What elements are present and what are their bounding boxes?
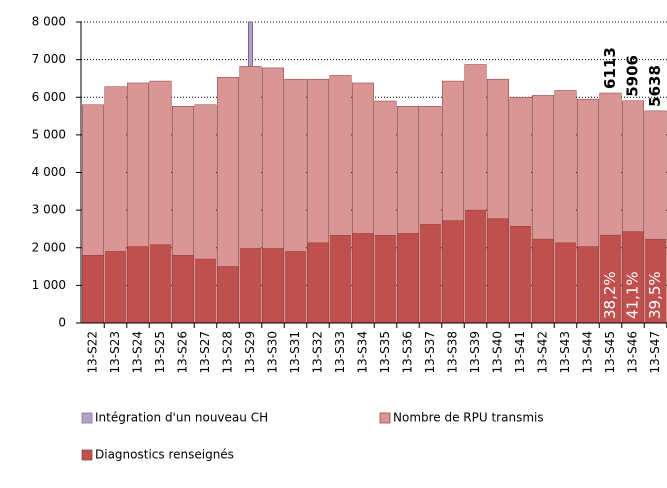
x-tick-label: 13-S22 xyxy=(86,331,100,374)
bar xyxy=(149,244,172,324)
x-tick-label: 13-S23 xyxy=(108,331,122,374)
x-tick-label: 13-S35 xyxy=(378,331,392,374)
bar xyxy=(217,266,239,324)
legend-swatch xyxy=(379,412,391,424)
legend-swatch xyxy=(81,412,93,424)
x-tick-label: 13-S27 xyxy=(198,331,212,374)
x-tick-label: 13-S24 xyxy=(131,331,145,374)
bar xyxy=(104,251,127,324)
x-tick-label: 13-S29 xyxy=(243,331,257,374)
x-tick-label: 13-S43 xyxy=(558,331,572,374)
x-tick-label: 13-S46 xyxy=(626,331,640,374)
y-tick-label: 2 000 xyxy=(32,240,66,254)
y-tick-label: 7 000 xyxy=(32,52,66,66)
x-tick-label: 13-S42 xyxy=(536,331,550,374)
y-tick-label: 0 xyxy=(58,316,66,330)
x-tick-label: 13-S37 xyxy=(423,331,437,374)
y-tick-label: 1 000 xyxy=(32,278,66,292)
y-tick-label: 4 000 xyxy=(32,165,66,179)
bar xyxy=(194,258,217,324)
data-label: 6113 xyxy=(601,47,619,89)
x-tick-label: 13-S39 xyxy=(468,331,482,374)
x-tick-label: 13-S40 xyxy=(491,331,505,374)
x-tick-label: 13-S34 xyxy=(356,331,370,374)
y-tick-label: 3 000 xyxy=(32,203,66,217)
bar xyxy=(464,209,487,324)
bar xyxy=(329,235,352,324)
bar xyxy=(532,238,554,324)
x-tick-label: 13-S41 xyxy=(513,331,527,374)
y-tick-label: 8 000 xyxy=(32,15,66,29)
x-tick-label: 13-S47 xyxy=(648,331,662,374)
data-label: 5638 xyxy=(646,65,664,107)
bar xyxy=(172,255,194,324)
bar xyxy=(374,235,397,324)
bar xyxy=(554,242,577,324)
x-tick-label: 13-S33 xyxy=(333,331,347,374)
x-tick-label: 13-S30 xyxy=(266,331,280,374)
x-tick-label: 13-S25 xyxy=(153,331,167,374)
x-tick-label: 13-S45 xyxy=(603,331,617,374)
x-tick-label: 13-S44 xyxy=(581,331,595,374)
x-tick-label: 13-S36 xyxy=(401,331,415,374)
bar xyxy=(127,246,149,324)
x-tick-label: 13-S28 xyxy=(221,331,235,374)
bar xyxy=(262,248,284,324)
bar xyxy=(419,224,442,324)
annotation: 41,1% xyxy=(624,271,642,319)
legend-label: Nombre de RPU transmis xyxy=(393,411,544,425)
bar xyxy=(509,226,532,324)
annotation: 39,5% xyxy=(646,271,664,319)
legend-swatch xyxy=(81,449,93,461)
bar xyxy=(82,255,104,324)
legend-label: Intégration d'un nouveau CH xyxy=(95,411,268,425)
bar xyxy=(307,242,329,324)
x-tick-label: 13-S38 xyxy=(446,331,460,374)
bar xyxy=(352,233,374,324)
data-label: 5906 xyxy=(624,55,642,97)
bar xyxy=(397,233,419,324)
x-tick-label: 13-S26 xyxy=(176,331,190,374)
bar xyxy=(442,220,464,324)
x-tick-label: 13-S32 xyxy=(311,331,325,374)
bar xyxy=(577,246,599,324)
legend-label: Diagnostics renseignés xyxy=(95,448,234,462)
bar xyxy=(487,218,509,324)
bar xyxy=(239,248,262,324)
annotation: 38,2% xyxy=(601,271,619,319)
y-tick-label: 6 000 xyxy=(32,90,66,104)
bar xyxy=(284,251,307,324)
y-tick-label: 5 000 xyxy=(32,127,66,141)
x-tick-label: 13-S31 xyxy=(288,331,302,374)
